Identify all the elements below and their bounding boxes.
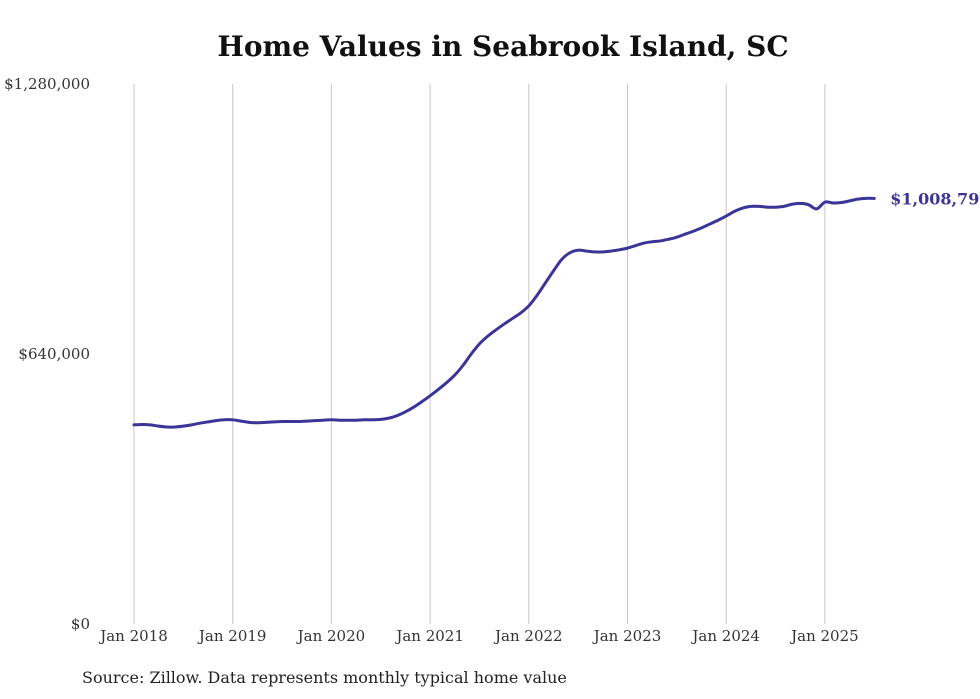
- x-tick-label: Jan 2021: [394, 627, 464, 645]
- y-tick-label: $1,280,000: [4, 75, 90, 93]
- y-tick-label: $0: [71, 615, 90, 633]
- x-tick-label: Jan 2018: [98, 627, 168, 645]
- x-axis-ticks: Jan 2018 Jan 2019 Jan 2020 Jan 2021 Jan 2022…: [98, 627, 858, 645]
- y-axis-ticks: $0 $640,000 $1,280,000: [4, 75, 90, 633]
- x-tick-label: Jan 2020: [296, 627, 366, 645]
- x-tick-label: Jan 2023: [592, 627, 662, 645]
- chart-title: Home Values in Seabrook Island, SC: [217, 30, 789, 63]
- series-line: [132, 196, 876, 429]
- y-tick-label: $640,000: [18, 345, 90, 363]
- x-tick-label: Jan 2025: [789, 627, 859, 645]
- x-tick-label: Jan 2019: [197, 627, 267, 645]
- x-tick-label: Jan 2022: [493, 627, 563, 645]
- grid-lines: [133, 84, 826, 624]
- end-value-label: $1,008,790: [890, 189, 980, 208]
- x-tick-label: Jan 2024: [690, 627, 760, 645]
- series-layer: $1,008,790: [132, 189, 980, 429]
- source-note: Source: Zillow. Data represents monthly …: [82, 668, 567, 687]
